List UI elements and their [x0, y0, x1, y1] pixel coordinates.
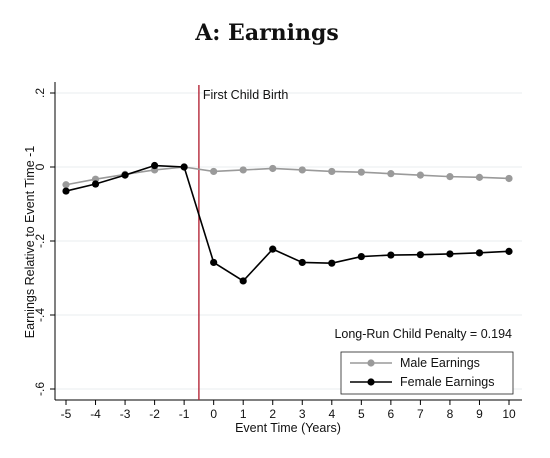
female-earnings-point — [91, 180, 100, 188]
x-tick-label: 0 — [210, 407, 217, 421]
female-earnings-point — [151, 161, 159, 170]
legend-male-marker — [367, 359, 375, 367]
y-axis-label: Earnings Relative to Event Time -1 — [23, 146, 37, 338]
legend-box — [340, 351, 514, 395]
x-tick-label: 3 — [299, 407, 306, 421]
male-earnings-point — [210, 167, 218, 176]
female-earnings-point — [239, 277, 247, 285]
x-tick-label: -3 — [120, 407, 131, 421]
legend-male-label: Male Earnings — [400, 356, 480, 370]
x-tick-label: -1 — [179, 407, 190, 421]
female-earnings-point — [121, 171, 129, 179]
female-earnings-line — [65, 164, 510, 282]
legend: Male Earnings Female Earnings — [340, 351, 514, 395]
legend-female-marker — [367, 378, 375, 386]
male-earnings-line — [65, 166, 510, 186]
male-earnings-point — [446, 173, 454, 181]
female-earnings-point — [387, 251, 395, 259]
y-tick-label: -.6 — [33, 382, 47, 396]
axes: .2 0 -.2 -.4 -.6 -5 -4 -3 -2 -1 0 1 2 3 4 5 6 7 8 9 10 — [33, 82, 522, 421]
male-earnings-point — [328, 167, 336, 176]
male-earnings-point — [475, 173, 484, 181]
male-earnings-point — [387, 170, 395, 178]
event-marker: First Child Birth — [198, 85, 288, 400]
male-earnings-point — [239, 166, 247, 174]
female-earnings-point — [269, 245, 277, 253]
female-earnings-point — [475, 249, 484, 257]
male-earnings-point — [298, 166, 306, 174]
female-earnings-point — [357, 252, 365, 261]
female-earnings-point — [416, 251, 424, 259]
x-tick-label: 7 — [417, 407, 424, 421]
x-axis-label: Event Time (Years) — [235, 421, 341, 435]
x-tick-label: 6 — [388, 407, 395, 421]
female-earnings-point — [180, 163, 188, 171]
female-earnings-point — [328, 259, 336, 267]
female-earnings-point — [210, 258, 218, 267]
female-earnings-point — [298, 258, 306, 267]
male-earnings-point — [505, 174, 513, 183]
female-earnings-point — [446, 250, 454, 258]
y-tick-label: -.2 — [33, 234, 47, 248]
male-earnings-point — [357, 168, 365, 176]
x-tick-label: 10 — [502, 407, 516, 421]
female-earnings-point — [62, 187, 70, 195]
x-tick-label: -4 — [90, 407, 101, 421]
x-tick-label: -5 — [61, 407, 72, 421]
x-tick-label: 1 — [240, 407, 247, 421]
male-earnings-point — [416, 171, 424, 179]
child-penalty-annotation: Long-Run Child Penalty = 0.194 — [334, 327, 512, 341]
y-tick-label: -.4 — [33, 308, 47, 322]
x-tick-label: 2 — [269, 407, 276, 421]
chart-title: A: Earnings — [194, 20, 339, 46]
male-earnings-point — [269, 164, 277, 173]
series-lines — [62, 161, 513, 285]
x-tick-label: 4 — [328, 407, 335, 421]
female-earnings-point — [505, 247, 513, 255]
male-earnings-point — [62, 181, 70, 189]
x-tick-label: 9 — [476, 407, 483, 421]
y-tick-label: 0 — [33, 163, 47, 170]
first-child-birth-label: First Child Birth — [203, 88, 288, 102]
gridlines — [55, 92, 522, 390]
x-tick-label: -2 — [149, 407, 160, 421]
x-tick-label: 5 — [358, 407, 365, 421]
x-tick-label: 8 — [447, 407, 454, 421]
y-tick-label: .2 — [33, 88, 47, 98]
legend-female-label: Female Earnings — [400, 375, 495, 389]
